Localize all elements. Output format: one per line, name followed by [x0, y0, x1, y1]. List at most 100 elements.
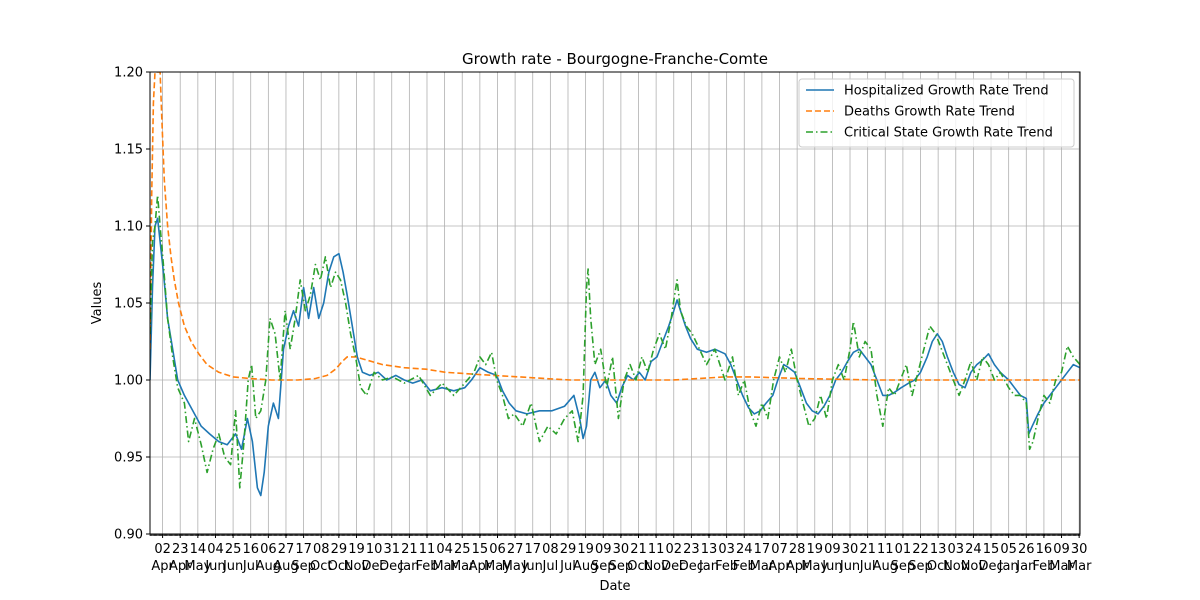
x-tick-month: Dec: [978, 559, 1003, 574]
x-tick-day: 02: [665, 542, 682, 557]
x-tick-day: 08: [313, 542, 330, 557]
x-tick-month: May: [801, 559, 828, 574]
x-tick-month: Mar: [432, 559, 457, 574]
x-tick-month: Dec: [379, 559, 404, 574]
x-tick-month: Jul: [559, 559, 576, 574]
x-tick-day: 21: [630, 542, 647, 557]
y-tick-label: 1.15: [114, 143, 143, 158]
x-tick-day: 30: [613, 542, 630, 557]
x-tick-month: Feb: [1032, 559, 1055, 574]
x-tick-day: 17: [754, 542, 771, 557]
x-tick-month: Mar: [450, 559, 475, 574]
x-tick-month: Aug: [256, 559, 281, 574]
x-tick-month: Nov: [943, 559, 969, 574]
x-tick-month: Feb: [715, 559, 738, 574]
y-tick-label: 1.10: [114, 220, 143, 235]
x-tick-day: 19: [577, 542, 594, 557]
series-line-2: [150, 72, 1080, 381]
x-tick-month: Mar: [750, 559, 775, 574]
x-tick-day: 19: [348, 542, 365, 557]
x-tick-month: Nov: [643, 559, 669, 574]
x-tick-day: 21: [859, 542, 876, 557]
chart-title: Growth rate - Bourgogne-Franche-Comte: [462, 50, 768, 68]
x-tick-month: Apr: [469, 559, 492, 574]
x-tick-day: 05: [1000, 542, 1017, 557]
x-tick-day: 09: [824, 542, 841, 557]
x-tick-day: 28: [789, 542, 806, 557]
y-tick-label: 1.00: [114, 374, 143, 389]
x-tick-day: 13: [930, 542, 947, 557]
x-tick-day: 15: [472, 542, 489, 557]
x-tick-month: Feb: [733, 559, 756, 574]
x-tick-day: 06: [260, 542, 277, 557]
legend-box: [798, 78, 1075, 148]
legend-label-3: Critical State Growth Rate Trend: [844, 126, 1053, 141]
x-tick-month: Jun: [821, 559, 842, 574]
x-tick-month: Jan: [998, 559, 1019, 574]
series-layer: [150, 72, 1080, 497]
x-tick-month: Oct: [310, 559, 332, 574]
x-axis-label: Date: [599, 579, 630, 594]
x-tick-day: 14: [190, 542, 207, 557]
x-tick-day: 13: [701, 542, 718, 557]
x-tick-day: 11: [648, 542, 665, 557]
x-tick-day: 24: [965, 542, 982, 557]
y-tick-label: 0.95: [114, 451, 143, 466]
x-tick-month: Jan: [698, 559, 719, 574]
x-tick-day: 23: [683, 542, 700, 557]
y-axis-label: Values: [90, 282, 105, 325]
x-tick-day: 03: [948, 542, 965, 557]
x-tick-day: 01: [895, 542, 912, 557]
y-tick-label: 0.90: [114, 528, 143, 543]
y-axis: 0.90 0.95 1.00 1.05 1.10 1.15 1.20: [114, 66, 150, 543]
x-tick-day: 15: [983, 542, 1000, 557]
x-tick-month: Sep: [291, 559, 316, 574]
x-tick-month: Sep: [609, 559, 634, 574]
x-tick-month: Jan: [398, 559, 419, 574]
x-tick-month: Feb: [415, 559, 438, 574]
x-tick-day: 21: [401, 542, 418, 557]
legend: Hospitalized Growth Rate Trend Deaths Gro…: [798, 78, 1075, 148]
x-tick-day: 30: [842, 542, 859, 557]
x-tick-day: 25: [225, 542, 242, 557]
x-tick-month: Nov: [344, 559, 370, 574]
x-tick-day: 04: [207, 542, 224, 557]
x-tick-day: 24: [736, 542, 753, 557]
x-tick-month: Sep: [591, 559, 616, 574]
x-tick-day: 03: [718, 542, 735, 557]
x-tick-day: 17: [524, 542, 541, 557]
x-tick-month: Jul: [542, 559, 559, 574]
x-tick-month: Nov: [961, 559, 987, 574]
x-tick-month: May: [484, 559, 511, 574]
x-tick-month: May: [502, 559, 529, 574]
x-tick-month: Aug: [573, 559, 598, 574]
x-tick-day: 27: [278, 542, 295, 557]
legend-label-1: Hospitalized Growth Rate Trend: [844, 84, 1049, 99]
x-tick-day: 29: [331, 542, 348, 557]
x-tick-day: 07: [771, 542, 788, 557]
y-tick-label: 1.20: [114, 66, 143, 81]
x-tick-day: 11: [419, 542, 436, 557]
x-tick-month: Oct: [927, 559, 949, 574]
plot-area: [149, 71, 1081, 535]
x-tick-day: 17: [295, 542, 312, 557]
x-tick-day: 29: [560, 542, 577, 557]
x-tick-month: Aug: [273, 559, 298, 574]
x-tick-day: 23: [172, 542, 189, 557]
x-tick-month: Jun: [204, 559, 225, 574]
x-tick-day: 19: [806, 542, 823, 557]
x-tick-day: 16: [242, 542, 259, 557]
x-tick-month: Dec: [661, 559, 686, 574]
x-tick-month: Apr: [786, 559, 809, 574]
x-tick-day: 06: [489, 542, 506, 557]
x-tick-month: Apr: [169, 559, 192, 574]
x-tick-month: May: [184, 559, 211, 574]
x-tick-day: 27: [507, 542, 524, 557]
x-tick-day: 11: [877, 542, 894, 557]
x-tick-month: Mar: [1067, 559, 1092, 574]
x-axis: 02Apr23Apr14May04Jun25Jun16Jul06Aug27Aug…: [149, 534, 1092, 574]
x-tick-day: 30: [1071, 542, 1088, 557]
x-tick-month: Oct: [328, 559, 350, 574]
x-tick-month: Jul: [859, 559, 876, 574]
x-tick-month: Jan: [1015, 559, 1036, 574]
